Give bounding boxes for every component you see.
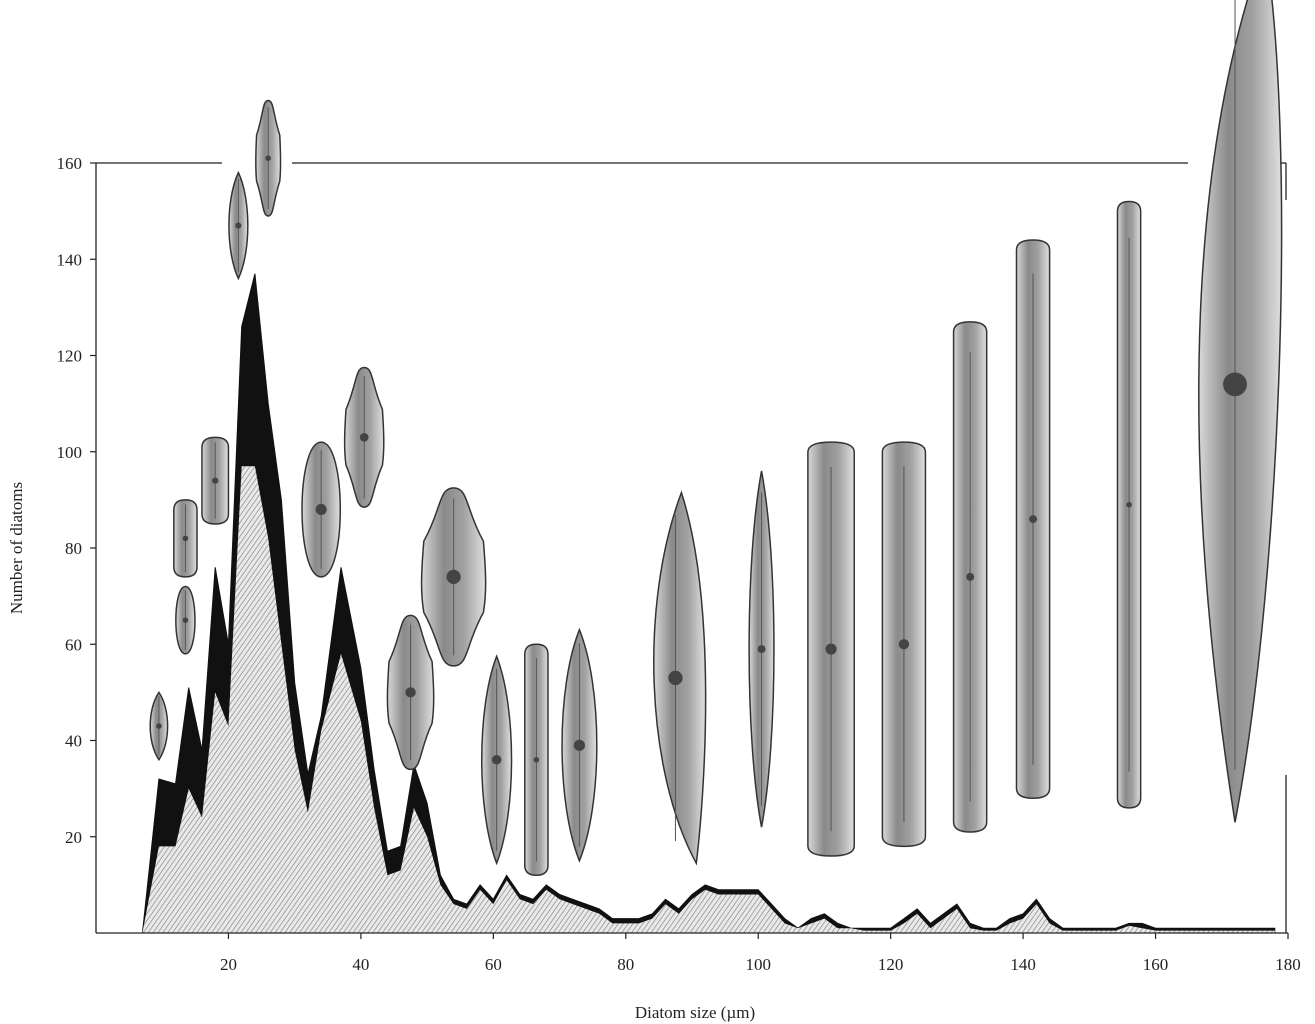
diatom-cell-nodule [359, 432, 369, 442]
x-tick-label-100: 100 [745, 955, 771, 974]
diatom-cell-4 [201, 436, 230, 525]
diatom-cell-nodule [1126, 501, 1132, 508]
diatom-cell-11 [481, 654, 513, 866]
y-tick-label-80: 80 [65, 539, 82, 558]
axes: 20 40 60 80 100 120 140 160 180 20 40 60 80 100 120 140… [57, 154, 1301, 974]
diatom-cell-nodule [182, 617, 189, 623]
series-layer [141, 273, 1276, 934]
x-tick-label-40: 40 [352, 955, 369, 974]
y-tick-label-140: 140 [57, 250, 83, 269]
diatom-cell-nodule [757, 645, 766, 654]
diatom-cell-14 [653, 490, 707, 866]
diatom-cell-3 [173, 499, 198, 578]
diatom-cell-images [149, 0, 1283, 877]
diatom-cell-1 [149, 691, 169, 762]
diatom-cell-nodule [182, 535, 189, 542]
diatom-cell-nodule [825, 643, 837, 655]
diatom-cell-10 [420, 487, 487, 667]
diatom-cell-7 [301, 441, 342, 578]
diatom-cell-9 [386, 614, 435, 771]
x-tick-label-60: 60 [485, 955, 502, 974]
diatom-cell-16 [807, 441, 855, 857]
y-axis-title: Number of diatoms [7, 482, 26, 614]
y-tick-label-120: 120 [57, 347, 83, 366]
series-area-2 [142, 466, 1275, 933]
diatom-cell-nodule [405, 687, 416, 698]
x-tick-label-20: 20 [220, 955, 237, 974]
diatom-cell-2 [175, 585, 196, 655]
x-tick-label-80: 80 [617, 955, 634, 974]
diatom-cell-21 [1198, 0, 1283, 823]
y-tick-label-20: 20 [65, 828, 82, 847]
diatom-cell-nodule [966, 572, 975, 581]
diatom-cell-nodule [1223, 372, 1247, 397]
x-tick-label-120: 120 [878, 955, 904, 974]
diatom-cell-13 [561, 627, 598, 863]
diatom-cell-nodule [315, 503, 327, 516]
axis-labels: Diatom size (µm) Number of diatoms [7, 482, 755, 1022]
x-tick-label-180: 180 [1275, 955, 1301, 974]
diatom-cell-nodule [898, 639, 910, 650]
x-axis-title: Diatom size (µm) [635, 1003, 755, 1022]
diatom-cell-nodule [235, 222, 242, 229]
diatom-cell-8 [343, 366, 385, 508]
y-tick-label-100: 100 [57, 443, 83, 462]
diatom-cell-nodule [668, 670, 683, 686]
diatom-cell-nodule [156, 723, 162, 729]
y-tick-label-60: 60 [65, 635, 82, 654]
diatom-cell-nodule [491, 754, 502, 765]
diatom-cell-nodule [446, 569, 461, 585]
diatom-cell-15 [748, 470, 775, 828]
diatom-cell-20 [1116, 200, 1142, 809]
diatom-cell-19 [1015, 239, 1051, 800]
diatom-cell-nodule [265, 155, 271, 161]
x-tick-label-160: 160 [1143, 955, 1169, 974]
y-tick-label-160: 160 [57, 154, 83, 173]
diatom-cell-outline [1198, 0, 1283, 823]
x-tick-label-140: 140 [1010, 955, 1036, 974]
diatom-cell-nodule [533, 756, 540, 763]
diatom-cell-5 [228, 170, 249, 281]
diatom-cell-6 [254, 99, 282, 217]
diatom-cell-18 [952, 321, 988, 833]
y-tick-label-40: 40 [65, 732, 82, 751]
diatom-cell-17 [881, 441, 927, 848]
diatom-cell-nodule [212, 477, 219, 484]
diatom-cell-nodule [573, 739, 585, 751]
diatom-cell-nodule [1029, 515, 1038, 524]
diatom-cell-12 [524, 643, 549, 877]
